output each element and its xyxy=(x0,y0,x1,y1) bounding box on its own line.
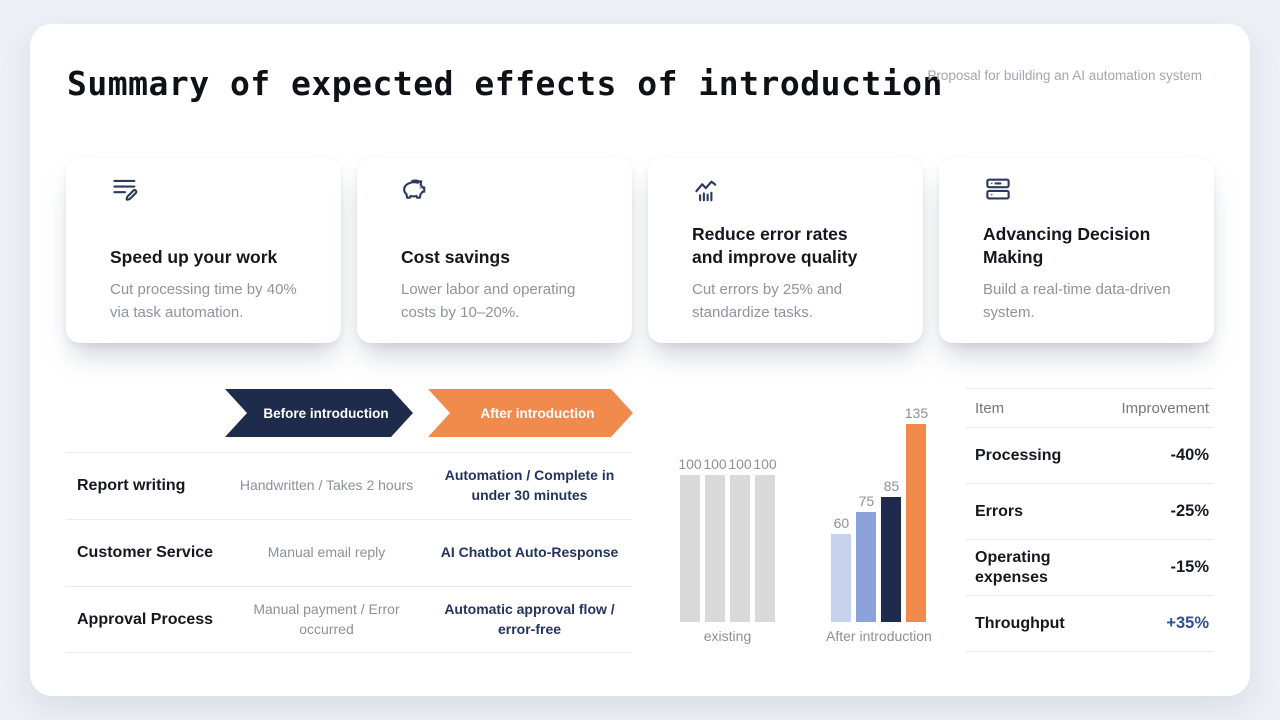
chart-group-label: After introduction xyxy=(826,628,932,644)
bar-chart: 100 100 100 100 existing 60 75 85 135 Af… xyxy=(678,378,932,644)
after-introduction-arrow: After introduction xyxy=(428,389,633,437)
table-row: Throughput +35% xyxy=(965,596,1213,652)
bar xyxy=(680,475,700,622)
card-title: Reduce error rates and improve quality xyxy=(692,224,858,267)
bar xyxy=(705,475,725,622)
row-item-label: Approval Process xyxy=(77,610,214,628)
table-row: Errors -25% xyxy=(965,484,1213,540)
slide: Summary of expected effects of introduct… xyxy=(30,24,1250,696)
feature-card-quality: Reduce error rates and improve quality C… xyxy=(648,151,930,343)
row-before-value: Manual payment / Error occurred xyxy=(253,600,400,637)
stat-value: -40% xyxy=(1170,446,1209,464)
feature-card-decision: Advancing Decision Making Build a real-t… xyxy=(939,151,1221,343)
card-body: Cut processing time by 40% via task auto… xyxy=(110,281,297,322)
comparison-row: Customer Service Manual email reply AI C… xyxy=(66,519,632,586)
bar-value-label: 100 xyxy=(753,456,777,472)
stat-value: -25% xyxy=(1170,502,1209,520)
feature-card-cost: Cost savings Lower labor and operating c… xyxy=(357,151,639,343)
row-after-value: AI Chatbot Auto-Response xyxy=(440,544,619,561)
comparison-header: Before introduction After introduction xyxy=(225,389,633,437)
bar xyxy=(755,475,775,622)
page-title: Summary of expected effects of introduct… xyxy=(67,64,943,103)
page-subtitle: Proposal for building an AI automation s… xyxy=(927,68,1202,83)
bar-value-label: 60 xyxy=(833,515,850,531)
card-body: Lower labor and operating costs by 10–20… xyxy=(401,281,576,322)
row-before-value: Handwritten / Takes 2 hours xyxy=(239,477,414,494)
comparison-row: Report writing Handwritten / Takes 2 hou… xyxy=(66,452,632,519)
card-body: Build a real-time data-driven system. xyxy=(983,281,1171,322)
edit-list-icon xyxy=(110,174,140,204)
stat-item: Throughput xyxy=(975,614,1065,632)
bar xyxy=(856,512,877,622)
stat-item: Operating expenses xyxy=(975,548,1051,586)
bar xyxy=(906,424,927,622)
bar-value-label: 85 xyxy=(883,478,900,494)
row-item-label: Report writing xyxy=(77,477,186,494)
server-icon xyxy=(983,174,1013,204)
table-row: Processing -40% xyxy=(965,428,1213,484)
improvement-table: Item Improvement Processing -40% Errors … xyxy=(965,388,1213,652)
row-item-label: Customer Service xyxy=(77,544,214,561)
row-after-value: Automatic approval flow / error-free xyxy=(444,600,615,637)
card-title: Cost savings xyxy=(401,246,510,267)
comparison-table: Report writing Handwritten / Takes 2 hou… xyxy=(66,452,632,653)
stat-value: -15% xyxy=(1170,558,1209,576)
chart-growth-icon xyxy=(692,174,722,204)
chart-group-existing: 100 100 100 100 existing xyxy=(678,378,777,644)
bar-value-label: 75 xyxy=(858,493,875,509)
stat-item: Errors xyxy=(975,502,1024,520)
bar xyxy=(831,534,852,622)
stat-value: +35% xyxy=(1166,614,1209,632)
card-title: Speed up your work xyxy=(110,246,278,267)
row-after-value: Automation / Complete in under 30 minute… xyxy=(444,467,615,503)
piggy-bank-icon xyxy=(401,174,431,204)
after-introduction-label: After introduction xyxy=(480,405,595,421)
feature-card-speed: Speed up your work Cut processing time b… xyxy=(66,151,348,343)
bar-value-label: 135 xyxy=(904,405,929,421)
bar-value-label: 100 xyxy=(703,456,727,472)
row-before-value: Manual email reply xyxy=(267,544,386,561)
before-introduction-arrow: Before introduction xyxy=(225,389,413,437)
chart-group-after: 60 75 85 135 After introduction xyxy=(826,378,932,644)
bar-value-label: 100 xyxy=(728,456,752,472)
bar xyxy=(881,497,902,622)
header-item: Item xyxy=(975,399,1005,417)
bar xyxy=(730,475,750,622)
table-row: Operating expenses -15% xyxy=(965,540,1213,596)
chart-group-label: existing xyxy=(703,628,752,644)
header-improvement: Improvement xyxy=(1121,399,1209,417)
improvement-table-header: Item Improvement xyxy=(965,388,1213,428)
before-introduction-label: Before introduction xyxy=(263,405,389,421)
card-body: Cut errors by 25% and standardize tasks. xyxy=(692,281,843,322)
comparison-row: Approval Process Manual payment / Error … xyxy=(66,586,632,653)
card-title: Advancing Decision Making xyxy=(983,224,1151,267)
stat-item: Processing xyxy=(975,446,1062,464)
bar-value-label: 100 xyxy=(678,456,702,472)
